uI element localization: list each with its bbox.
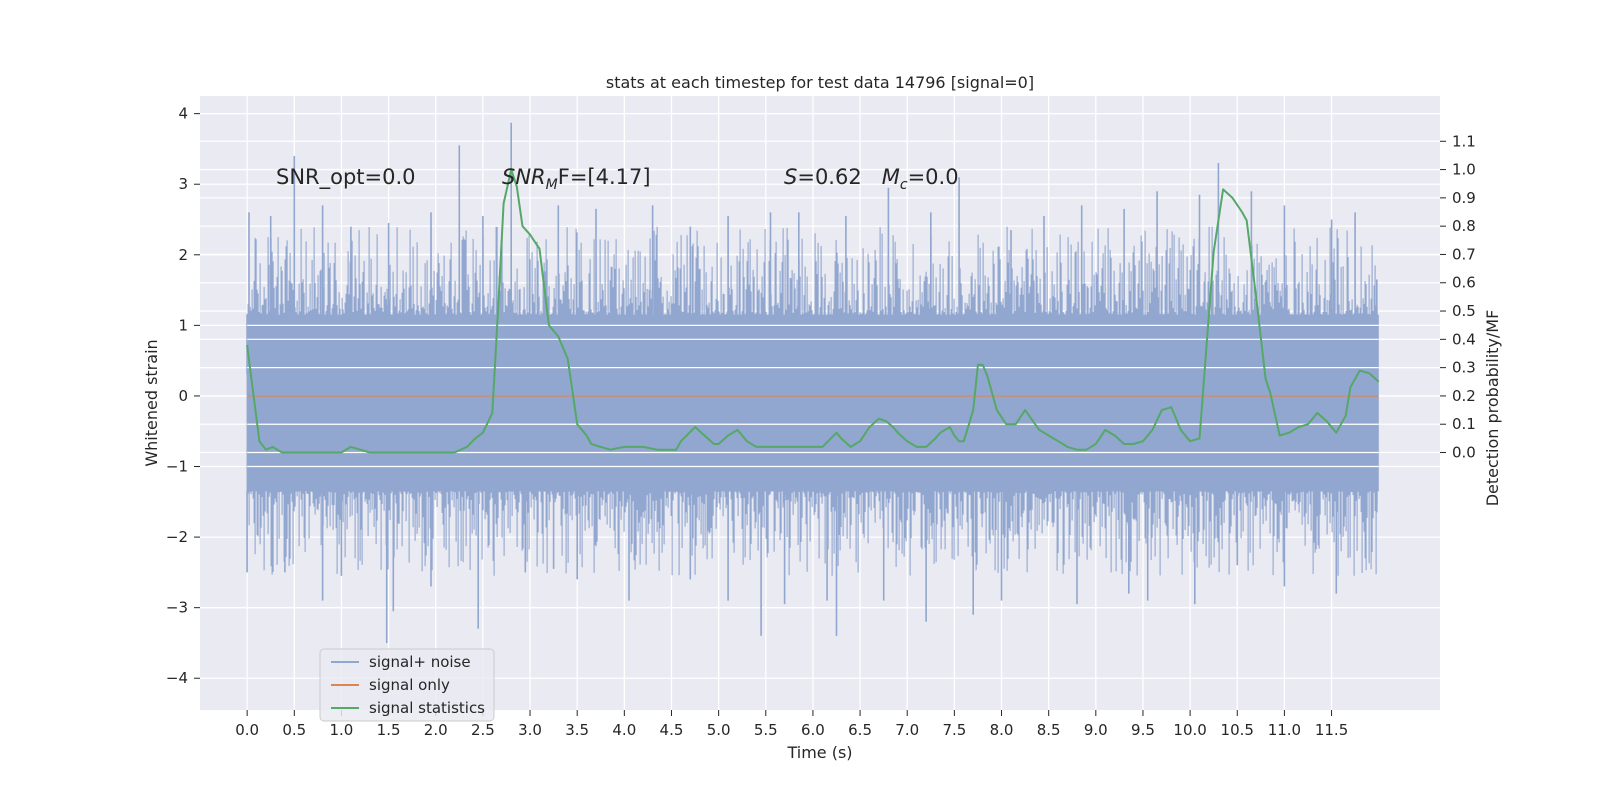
x-tick-label: 5.0 — [707, 721, 731, 739]
x-tick-label: 3.5 — [565, 721, 589, 739]
x-tick-label: 7.0 — [895, 721, 919, 739]
right-tick-label: 0.1 — [1452, 415, 1476, 433]
x-axis-ticks: 0.0 0.5 1.0 1.5 2.0 2.5 3.0 3.5 4.0 4.5 5.0 5.5 6.0 6… — [235, 710, 1348, 739]
annotation-snr-mf-subscript: M — [546, 177, 558, 193]
annotation-snr-mf: SNRMF=[4.17] — [502, 165, 651, 193]
x-tick-label: 1.0 — [330, 721, 354, 739]
legend-label-stats: signal statistics — [369, 699, 485, 717]
right-tick-label: 0.6 — [1452, 274, 1476, 292]
left-tick-label: −3 — [166, 599, 188, 617]
right-tick-label: 0.3 — [1452, 359, 1476, 377]
annotation-snr-mf-value: F=[4.17] — [558, 165, 651, 189]
x-tick-label: 10.5 — [1221, 721, 1254, 739]
x-tick-label: 7.5 — [942, 721, 966, 739]
x-axis-label: Time (s) — [786, 743, 852, 762]
x-tick-label: 6.5 — [848, 721, 872, 739]
right-tick-label: 0.8 — [1452, 217, 1476, 235]
left-tick-label: 4 — [178, 105, 188, 123]
noise-strokes — [246, 226, 1379, 576]
left-axis-ticks: 4 3 2 1 0 −1 −2 −3 −4 — [166, 105, 200, 687]
left-tick-label: −1 — [166, 458, 188, 476]
annotation-snr-opt: SNR_opt=0.0 — [276, 165, 416, 190]
legend-label-noise: signal+ noise — [369, 653, 471, 671]
signal-statistics-line — [246, 168, 1380, 454]
annotation-snr-mf-symbol: SNR — [502, 165, 546, 189]
annotation-s-value: =0.62 — [797, 165, 881, 189]
annotation-mc-value: =0.0 — [908, 165, 959, 189]
right-tick-label: 1.1 — [1452, 132, 1476, 150]
x-tick-label: 2.0 — [424, 721, 448, 739]
legend: signal+ noise signal only signal statist… — [319, 648, 495, 722]
legend-label-signal: signal only — [369, 676, 450, 694]
right-tick-label: 0.0 — [1452, 444, 1476, 462]
left-tick-label: 2 — [178, 246, 188, 264]
left-tick-label: 0 — [178, 387, 188, 405]
x-tick-label: 10.0 — [1173, 721, 1206, 739]
annotation-s-symbol: S — [784, 165, 797, 189]
right-axis-ticks: 1.1 1.0 0.9 0.8 0.7 0.6 0.5 0.4 0.3 0.2 0.1 0.0 — [1440, 132, 1476, 462]
x-tick-label: 2.5 — [471, 721, 495, 739]
x-tick-label: 5.5 — [754, 721, 778, 739]
right-tick-label: 0.7 — [1452, 245, 1476, 263]
x-tick-label: 11.5 — [1315, 721, 1348, 739]
right-tick-label: 0.4 — [1452, 330, 1476, 348]
right-tick-label: 0.5 — [1452, 302, 1476, 320]
annotation-mc-subscript: c — [900, 177, 908, 193]
left-tick-label: 1 — [178, 316, 188, 334]
right-tick-label: 0.2 — [1452, 387, 1476, 405]
x-tick-label: 0.0 — [235, 721, 259, 739]
right-tick-label: 1.0 — [1452, 161, 1476, 179]
legend-box — [319, 648, 495, 722]
x-tick-label: 1.5 — [377, 721, 401, 739]
x-tick-label: 3.0 — [518, 721, 542, 739]
x-tick-label: 8.5 — [1037, 721, 1061, 739]
annotation-mc-symbol: M — [882, 165, 900, 189]
right-axis-label: Detection probability/MF — [1483, 310, 1502, 507]
x-tick-label: 9.0 — [1084, 721, 1108, 739]
left-tick-label: −4 — [166, 669, 188, 687]
left-tick-label: −2 — [166, 528, 188, 546]
left-tick-label: 3 — [178, 175, 188, 193]
noise-series-layer — [246, 122, 1379, 643]
x-tick-label: 4.5 — [660, 721, 684, 739]
x-tick-label: 6.0 — [801, 721, 825, 739]
x-tick-label: 4.0 — [612, 721, 636, 739]
stats-series-layer — [246, 168, 1380, 454]
chart-title: stats at each timestep for test data 147… — [606, 73, 1034, 92]
x-tick-label: 8.0 — [990, 721, 1014, 739]
x-tick-label: 9.5 — [1131, 721, 1155, 739]
right-tick-label: 0.9 — [1452, 189, 1476, 207]
noise-peaks — [246, 122, 1378, 643]
x-tick-label: 11.0 — [1268, 721, 1301, 739]
annotation-s-mc: S=0.62 Mc=0.0 — [784, 165, 959, 193]
left-axis-label: Whitened strain — [142, 339, 161, 466]
x-tick-label: 0.5 — [282, 721, 306, 739]
